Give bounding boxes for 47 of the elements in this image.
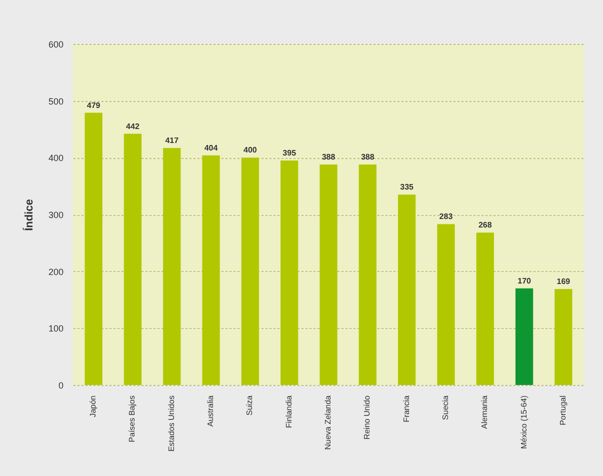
x-tick-label: Finlandia (284, 394, 294, 428)
x-tick-label: México (15-64) (519, 395, 528, 449)
y-axis-title: Índice (22, 199, 36, 231)
y-tick-label: 300 (48, 210, 64, 220)
data-label: 170 (518, 276, 532, 286)
data-label: 268 (478, 220, 492, 230)
x-tick-label: Nueva Zelanda (324, 394, 332, 450)
data-label: 404 (204, 143, 218, 152)
data-label: 479 (86, 100, 101, 110)
data-label: 335 (400, 182, 414, 192)
x-tick-label: Estados Unidos (166, 396, 176, 452)
y-tick-label: 200 (48, 266, 64, 277)
data-label: 442 (126, 122, 140, 131)
y-tick-label: 400 (48, 153, 64, 164)
data-label: 395 (282, 148, 297, 158)
bar (280, 160, 298, 385)
bar (437, 224, 455, 385)
bar (515, 288, 534, 385)
y-tick-label: 500 (48, 96, 64, 106)
x-tick-label: Francia (402, 394, 411, 422)
y-tick-label: 100 (48, 324, 64, 334)
bar (124, 134, 142, 385)
x-tick-label: Japón (88, 396, 98, 418)
bar (241, 158, 259, 385)
y-tick-label: 600 (48, 40, 64, 50)
data-label: 400 (244, 146, 258, 155)
x-tick-label: Suiza (245, 394, 254, 416)
x-tick-label: Alemania (480, 394, 490, 429)
bar (476, 232, 494, 385)
x-tick-label: Países Bajos (128, 396, 137, 442)
x-tick-label: Portugal (558, 395, 568, 426)
data-label: 283 (439, 212, 454, 222)
data-label: 388 (360, 152, 375, 162)
bar (358, 164, 376, 385)
bar (320, 164, 338, 385)
bar (84, 112, 102, 385)
x-tick-label: Reino Unido (362, 394, 372, 440)
data-label: 417 (165, 136, 180, 146)
data-label: 169 (556, 276, 571, 286)
x-tick-label: Suecia (440, 394, 450, 420)
data-label: 388 (322, 152, 336, 162)
x-tick-label: Australia (206, 394, 216, 427)
y-tick-label: 0 (58, 380, 64, 390)
bar (202, 155, 220, 385)
bar (163, 148, 181, 385)
bar (398, 194, 416, 385)
bar (554, 288, 572, 385)
